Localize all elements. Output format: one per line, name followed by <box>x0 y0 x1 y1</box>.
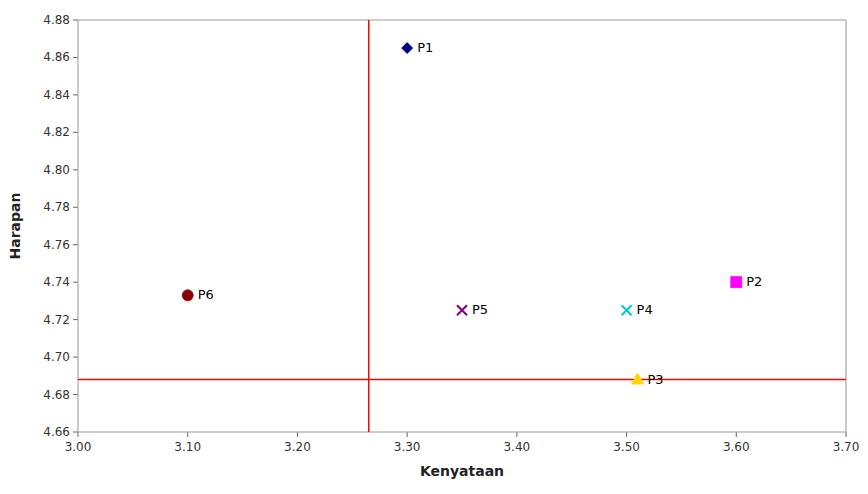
tick <box>73 319 78 320</box>
point-label: P2 <box>746 274 762 289</box>
tick-label: 4.80 <box>43 163 70 177</box>
tick-label: 3.60 <box>723 440 750 454</box>
tick <box>73 282 78 283</box>
point <box>402 43 413 54</box>
tick-label: 4.70 <box>43 350 70 364</box>
tick <box>73 432 78 433</box>
point <box>622 305 632 315</box>
tick-label: 4.82 <box>43 125 70 139</box>
tick-label: 4.88 <box>43 13 70 27</box>
tick-label: 4.72 <box>43 313 70 327</box>
point <box>731 277 742 288</box>
axes: 3.00 3.10 3.20 3.30 3.40 3.50 3.60 3.70 4.66 4.68… <box>43 13 859 454</box>
tick-label: 3.20 <box>284 440 311 454</box>
point <box>182 290 193 301</box>
point-label: P1 <box>417 40 433 55</box>
tick-label: 4.68 <box>43 388 70 402</box>
tick-label: 4.86 <box>43 50 70 64</box>
tick <box>73 20 78 21</box>
tick-label: 3.40 <box>503 440 530 454</box>
tick-label: 3.00 <box>65 440 92 454</box>
plot-frame <box>78 20 846 432</box>
tick <box>73 244 78 245</box>
tick <box>73 357 78 358</box>
tick-label: 3.30 <box>394 440 421 454</box>
plot-data <box>78 20 846 432</box>
tick-label: 3.50 <box>613 440 640 454</box>
tick <box>73 132 78 133</box>
point-labels: P1 P2 P3 P4 P5 P6 <box>198 40 763 386</box>
y-axis-label: Harapan <box>7 193 23 260</box>
tick-label: 4.84 <box>43 88 70 102</box>
tick <box>736 432 737 437</box>
tick <box>73 169 78 170</box>
tick <box>78 432 79 437</box>
tick-label: 4.66 <box>43 425 70 439</box>
point <box>457 305 467 315</box>
point <box>632 373 644 384</box>
tick <box>297 432 298 437</box>
tick <box>407 432 408 437</box>
plot-area <box>78 20 846 432</box>
tick <box>73 394 78 395</box>
point-label: P4 <box>637 302 653 317</box>
tick <box>516 432 517 437</box>
tick <box>73 207 78 208</box>
tick <box>73 94 78 95</box>
reference-line <box>368 20 370 432</box>
tick-label: 4.78 <box>43 200 70 214</box>
tick <box>846 432 847 437</box>
tick-label: 4.76 <box>43 238 70 252</box>
tick <box>626 432 627 437</box>
tick-label: 3.10 <box>174 440 201 454</box>
tick-label: 4.74 <box>43 275 70 289</box>
tick <box>187 432 188 437</box>
chart: 3.00 3.10 3.20 3.30 3.40 3.50 3.60 3.70 4.66 4.68… <box>0 0 868 494</box>
tick-label: 3.70 <box>833 440 860 454</box>
point-label: P5 <box>472 302 488 317</box>
reference-line <box>78 379 846 381</box>
x-axis-label: Kenyataan <box>420 463 504 479</box>
point-label: P6 <box>198 287 214 302</box>
point-label: P3 <box>648 372 664 387</box>
tick <box>73 57 78 58</box>
